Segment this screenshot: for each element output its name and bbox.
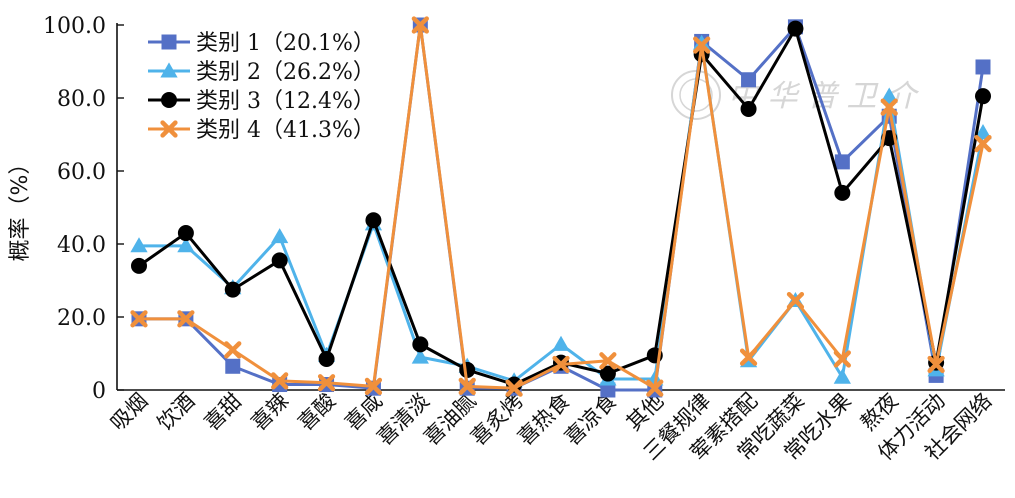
data-point-circle	[224, 281, 241, 298]
data-point-x	[927, 355, 945, 374]
data-point-triangle	[160, 62, 178, 78]
data-point-triangle	[411, 348, 429, 364]
data-point-circle	[318, 350, 335, 367]
data-point-circle	[412, 336, 429, 353]
data-point-triangle	[130, 237, 148, 253]
data-point-triangle	[880, 87, 898, 103]
data-point-x	[224, 341, 242, 359]
data-point-x	[505, 379, 523, 397]
x-category-label: 饮酒	[153, 389, 200, 436]
data-point-x	[411, 16, 429, 34]
data-point-square	[834, 154, 850, 170]
y-tick-label: 100.0	[43, 14, 106, 39]
data-point-triangle	[552, 335, 570, 351]
series-group	[130, 16, 992, 398]
y-ticks: 0 20.0 40.0 60.0 80.0 100.0	[43, 14, 124, 404]
data-point-x	[552, 355, 570, 374]
data-point-square	[225, 358, 241, 374]
data-point-x	[271, 372, 289, 390]
y-tick-label: 40.0	[57, 233, 106, 258]
data-point-x	[880, 98, 898, 116]
data-point-x	[177, 310, 195, 328]
data-point-circle	[365, 212, 382, 229]
data-point-circle	[271, 252, 288, 269]
data-point-circle	[787, 20, 804, 37]
y-tick-label: 80.0	[57, 87, 106, 112]
x-category-label: 喜甜	[200, 389, 247, 436]
data-point-circle	[740, 100, 757, 117]
data-point-triangle	[271, 228, 289, 244]
data-point-triangle	[833, 368, 851, 384]
data-point-circle	[177, 225, 194, 242]
data-point-x	[739, 348, 758, 366]
data-point-square	[161, 34, 177, 50]
x-category-label: 喜炙烤	[466, 389, 528, 451]
legend-label: 类别 4（41.3%）	[196, 118, 375, 143]
x-category-label: 吸烟	[106, 389, 153, 436]
data-point-square	[741, 72, 757, 88]
data-point-x	[458, 377, 476, 395]
legend-label: 类别 3（12.4%）	[196, 89, 375, 114]
data-point-circle	[834, 184, 851, 201]
data-point-circle	[599, 365, 616, 382]
data-point-x	[130, 310, 148, 328]
data-point-x	[160, 120, 178, 138]
legend-item: 类别 4（41.3%）	[148, 118, 375, 143]
x-category-label: 喜油腻	[419, 389, 481, 451]
axes	[116, 23, 1005, 391]
data-point-circle	[131, 257, 147, 274]
legend-item: 类别 2（26.2%）	[148, 60, 375, 85]
x-category-label: 喜清淡	[372, 389, 434, 451]
x-category-label: 喜辣	[247, 389, 294, 436]
data-point-x	[974, 135, 992, 153]
x-category-label: 喜热食	[513, 389, 575, 451]
legend-item: 类别 1（20.1%）	[148, 31, 375, 56]
data-point-circle	[161, 92, 177, 108]
y-tick-label: 60.0	[57, 160, 106, 185]
data-point-circle	[975, 88, 991, 105]
y-tick-label: 20.0	[57, 306, 106, 331]
data-point-triangle	[177, 237, 195, 253]
data-point-x	[364, 377, 383, 395]
data-point-x	[786, 291, 805, 310]
x-category-label: 喜酸	[293, 389, 340, 436]
series-x	[130, 16, 992, 397]
legend-label: 类别 1（20.1%）	[196, 31, 375, 56]
data-point-x	[599, 352, 617, 370]
legend: 类别 1（20.1%） 类别 2（26.2%） 类别 3（12.4%） 类别 4（41…	[148, 31, 375, 143]
y-axis-title: 概率（%）	[8, 153, 33, 262]
x-category-label: 喜凉食	[560, 389, 622, 451]
legend-label: 类别 2（26.2%）	[196, 60, 375, 85]
data-point-square	[600, 382, 616, 398]
data-point-square	[975, 59, 991, 75]
data-point-triangle	[974, 124, 992, 140]
data-point-x	[693, 36, 711, 54]
data-point-x	[646, 379, 664, 397]
data-point-x	[317, 374, 336, 392]
data-point-x	[833, 350, 851, 368]
legend-item: 类别 3（12.4%）	[148, 89, 375, 114]
y-tick-label: 0	[92, 379, 106, 404]
